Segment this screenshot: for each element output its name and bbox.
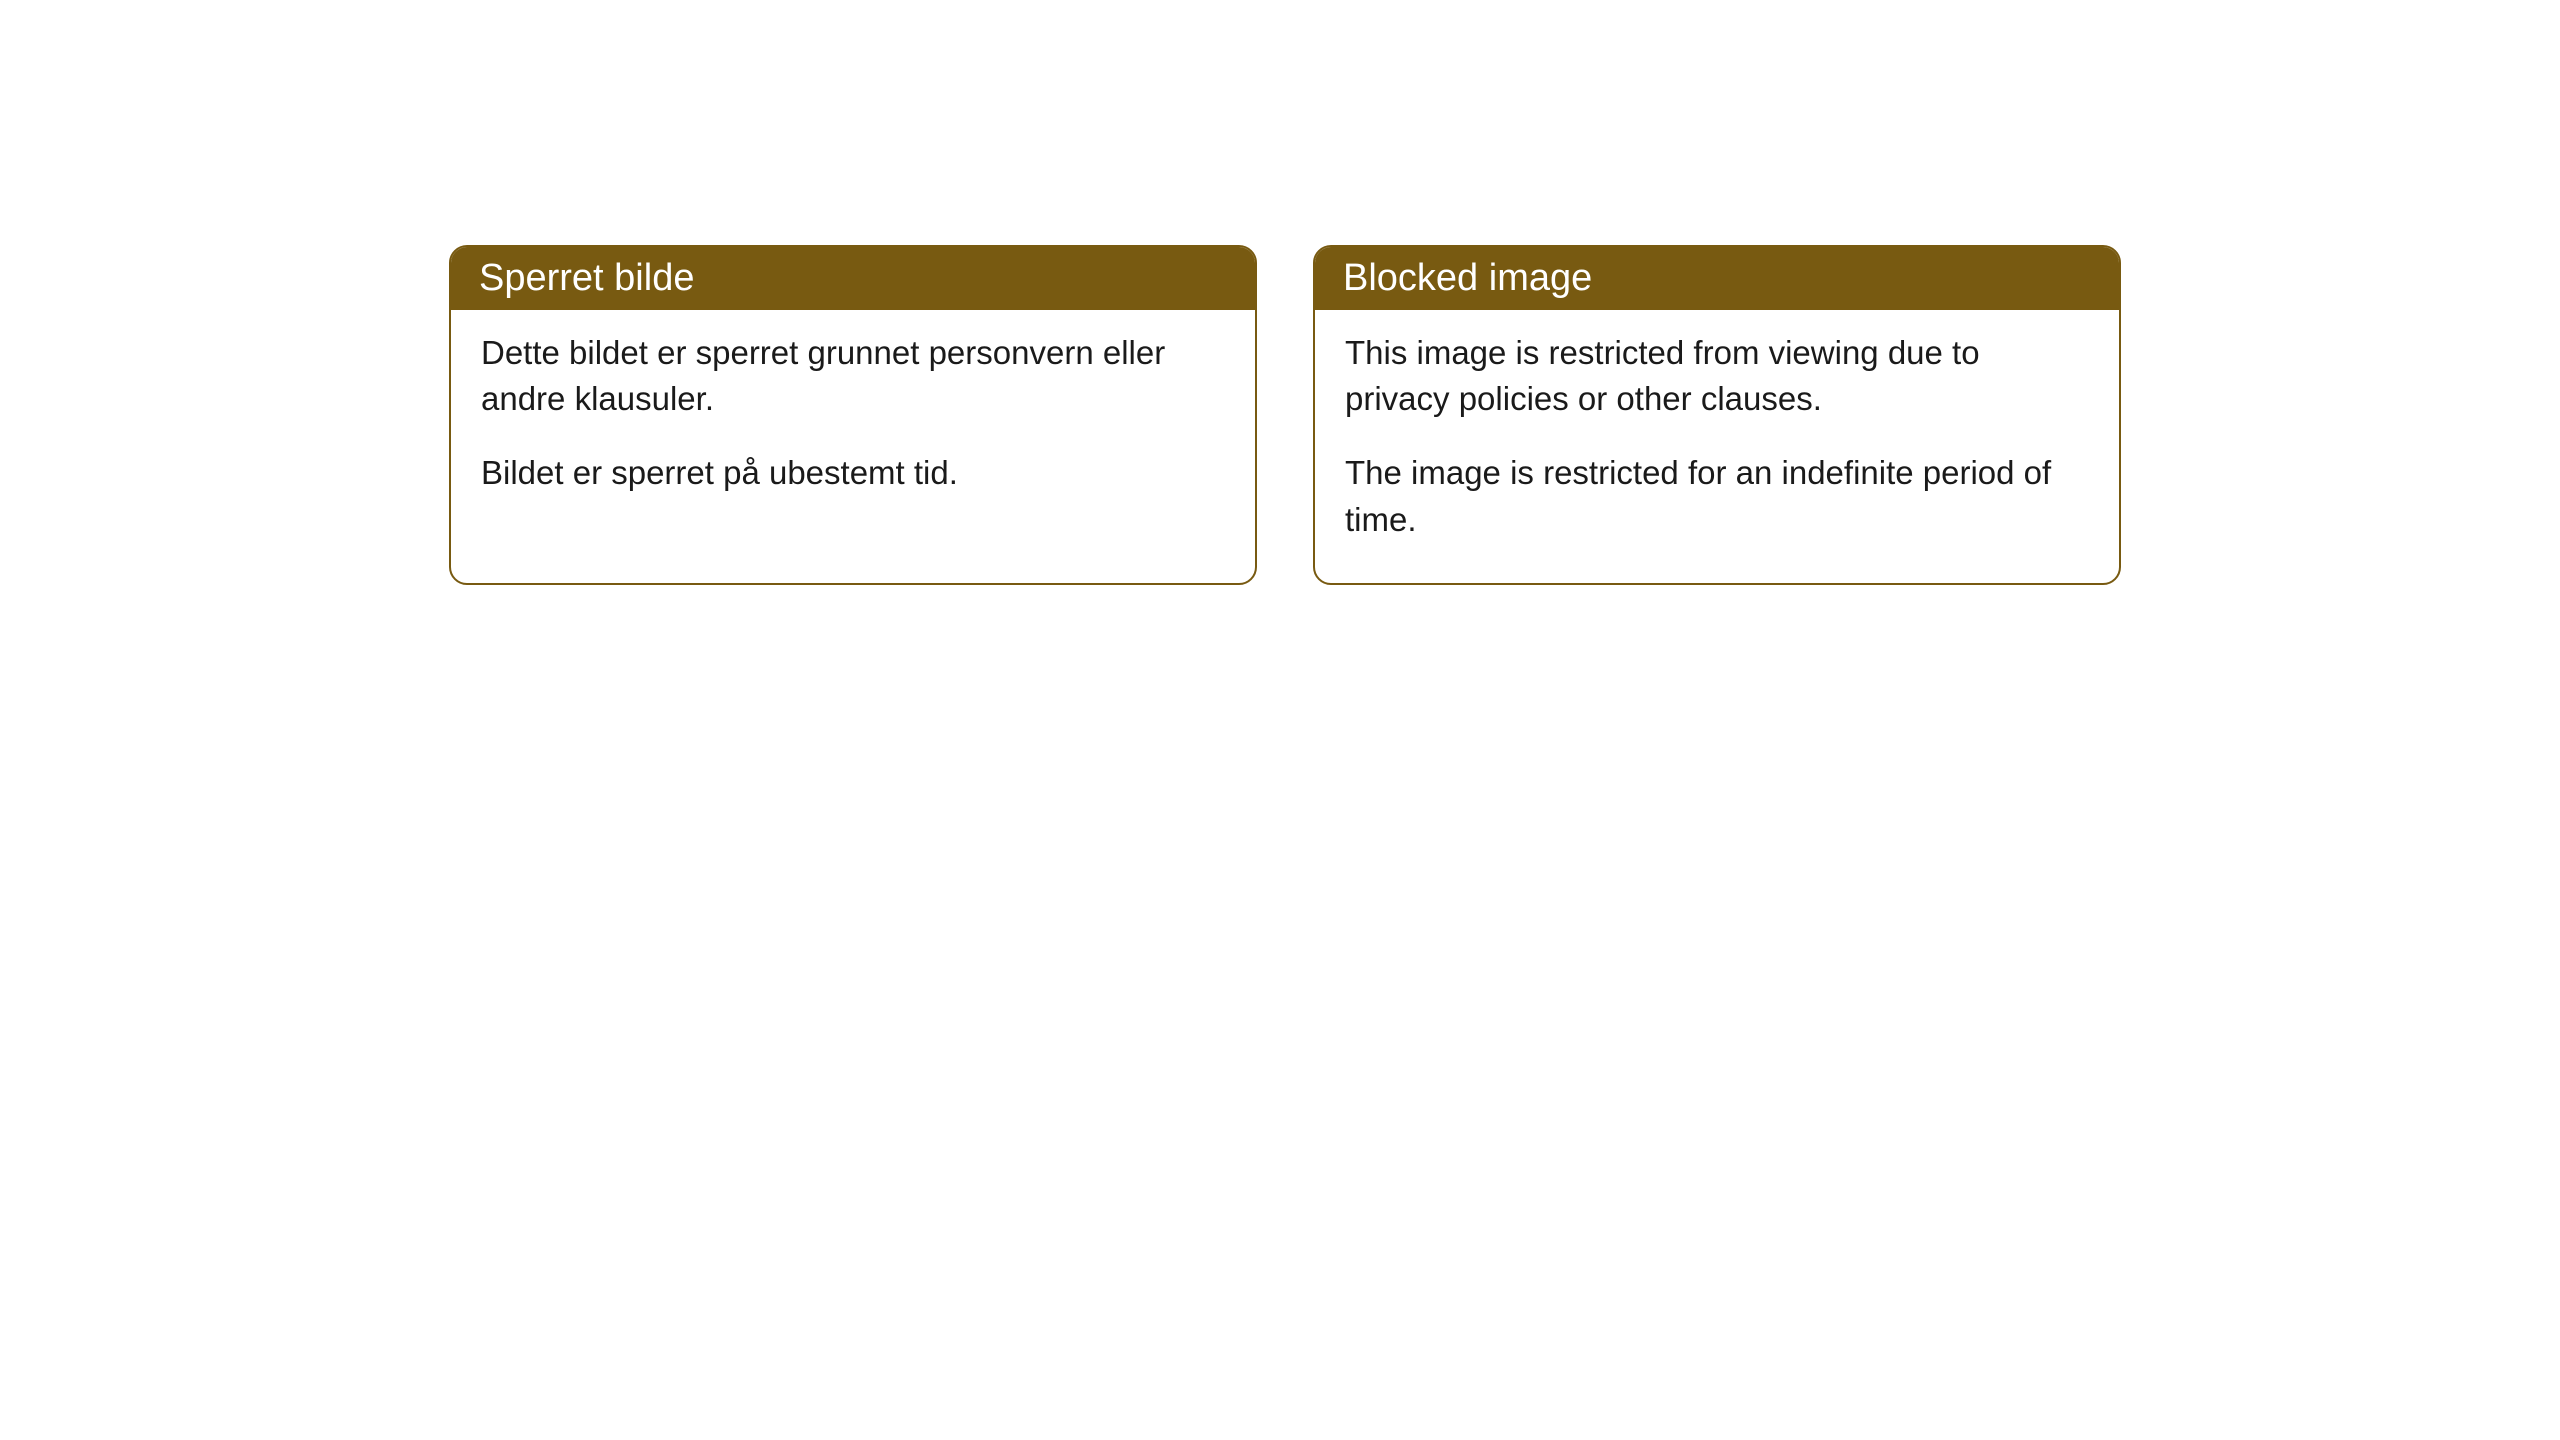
card-paragraph2-english: The image is restricted for an indefinit… — [1345, 450, 2089, 542]
card-body-english: This image is restricted from viewing du… — [1315, 310, 2119, 583]
card-title-english: Blocked image — [1343, 257, 1592, 299]
card-paragraph1-norwegian: Dette bildet er sperret grunnet personve… — [481, 330, 1225, 422]
card-norwegian: Sperret bilde Dette bildet er sperret gr… — [449, 245, 1257, 585]
card-title-norwegian: Sperret bilde — [479, 257, 694, 299]
card-body-norwegian: Dette bildet er sperret grunnet personve… — [451, 310, 1255, 537]
card-header-english: Blocked image — [1315, 247, 2119, 310]
card-paragraph2-norwegian: Bildet er sperret på ubestemt tid. — [481, 450, 1225, 496]
card-english: Blocked image This image is restricted f… — [1313, 245, 2121, 585]
card-header-norwegian: Sperret bilde — [451, 247, 1255, 310]
cards-container: Sperret bilde Dette bildet er sperret gr… — [449, 245, 2121, 585]
card-paragraph1-english: This image is restricted from viewing du… — [1345, 330, 2089, 422]
